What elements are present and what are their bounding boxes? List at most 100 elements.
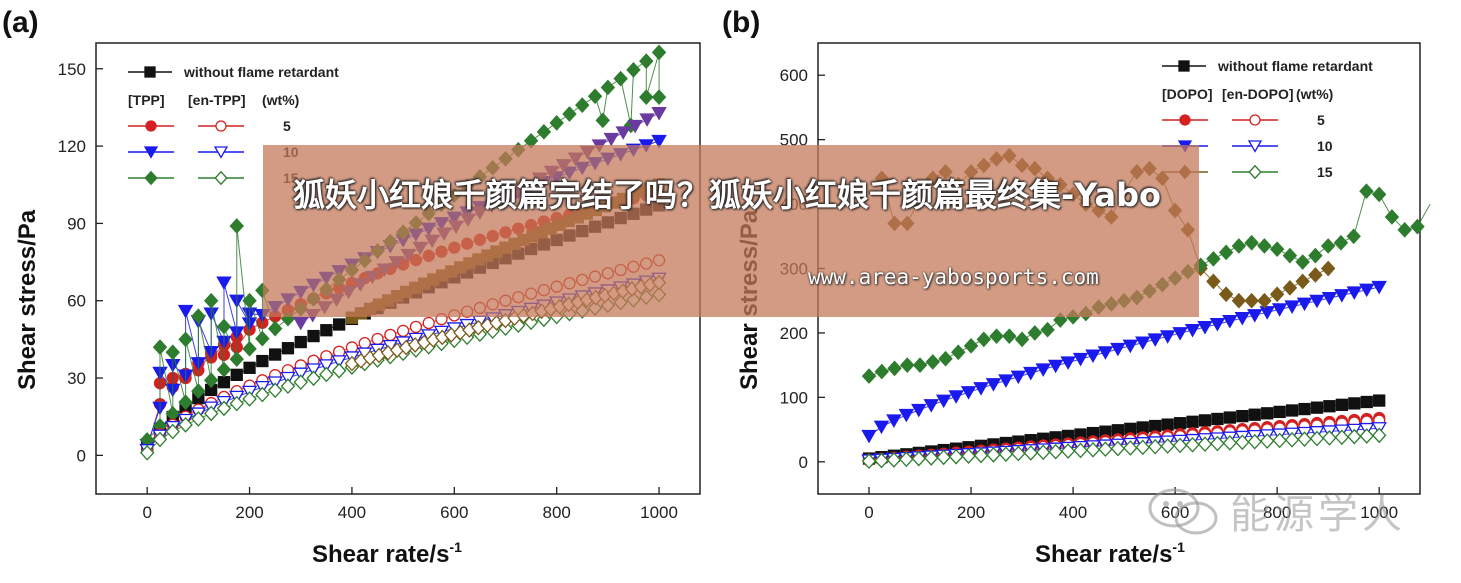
data-point [331, 362, 347, 379]
data-point [203, 292, 219, 309]
data-point [1186, 415, 1199, 428]
data-point [165, 423, 180, 440]
data-point [549, 115, 564, 131]
x-axis-title-b-text: Shear rate/s [1035, 541, 1172, 568]
data-point [1085, 349, 1101, 364]
y-tick-label: 100 [780, 388, 808, 407]
data-point [1235, 434, 1250, 451]
data-point [1222, 314, 1238, 329]
data-point [216, 400, 232, 417]
legend-marker [1249, 114, 1261, 126]
data-point [1397, 222, 1412, 238]
data-point [1371, 280, 1387, 295]
x-axis-title-b-sup: -1 [1172, 539, 1185, 555]
data-point [651, 44, 667, 61]
data-point [1296, 297, 1313, 312]
data-point [639, 113, 655, 127]
legend-header: [en-DOPO] [1222, 86, 1294, 102]
data-point [861, 429, 877, 444]
data-point [1231, 238, 1247, 254]
data-point [1320, 260, 1336, 277]
legend-label: 10 [1317, 138, 1333, 154]
data-point [626, 62, 641, 78]
data-point [911, 403, 927, 418]
data-point [203, 372, 219, 389]
data-point [627, 119, 643, 134]
data-point [1040, 321, 1055, 338]
y-tick-label: 60 [67, 292, 86, 311]
data-point [178, 394, 193, 411]
x-axis-title-a-sup: -1 [449, 539, 462, 555]
y-tick-label: 0 [77, 446, 86, 465]
data-point [331, 355, 347, 369]
data-point [1097, 346, 1114, 360]
data-point [1035, 363, 1051, 377]
data-point [1359, 428, 1374, 444]
data-point [1172, 327, 1188, 341]
legend-header: (wt%) [1296, 86, 1333, 102]
data-point [603, 132, 619, 147]
x-tick-label: 400 [338, 503, 366, 522]
data-point [177, 304, 194, 319]
y-tick-label: 500 [780, 131, 808, 150]
data-point [293, 367, 309, 382]
data-point [230, 368, 243, 381]
data-point [1298, 402, 1311, 416]
legend-label: without flame retardant [1217, 58, 1373, 74]
data-point [1257, 238, 1272, 254]
legend-marker [215, 120, 227, 132]
y-tick-label: 30 [67, 369, 86, 388]
x-axis-title-b: Shear rate/s-1 [1035, 539, 1185, 568]
legend-label: without flame retardant [183, 64, 339, 80]
data-point [1295, 273, 1310, 290]
data-point [1010, 370, 1027, 385]
legend-marker [213, 146, 229, 159]
data-point [1047, 359, 1064, 374]
legend-header: [TPP] [128, 92, 165, 108]
legend-header: [en-TPP] [188, 92, 246, 108]
data-point [1308, 267, 1323, 283]
data-point [1159, 330, 1176, 344]
data-point [615, 126, 631, 140]
x-tick-label: 1000 [640, 503, 678, 522]
data-point [1148, 438, 1163, 455]
data-point [1259, 433, 1275, 449]
data-point [1236, 409, 1249, 423]
y-tick-label: 150 [58, 60, 86, 79]
data-point [152, 339, 168, 355]
data-point [1284, 431, 1300, 448]
data-point [1359, 283, 1375, 298]
data-point [229, 395, 244, 412]
legend-marker [1248, 164, 1262, 180]
data-point [1060, 356, 1076, 370]
data-point [1209, 317, 1226, 332]
series-dopo-10 [861, 280, 1387, 444]
data-point [191, 411, 206, 427]
data-point [305, 363, 322, 377]
x-tick-label: 1000 [1360, 503, 1398, 522]
data-point [1384, 209, 1400, 225]
panel-label-b: (b) [722, 6, 760, 39]
data-point [1359, 183, 1374, 200]
data-point [874, 452, 889, 469]
data-point [1210, 435, 1225, 452]
data-point [1360, 395, 1373, 409]
data-point [1310, 401, 1324, 414]
watermark: 能源学人 [1140, 478, 1430, 538]
data-point [1222, 435, 1238, 451]
legend-b: without flame retardant[DOPO] [en-DOPO] (w… [1162, 58, 1373, 180]
data-point [384, 328, 397, 342]
data-point [1110, 342, 1126, 357]
y-axis-title-a: Shear stress/Pa [14, 209, 41, 390]
data-point [255, 330, 270, 347]
data-point [1184, 324, 1201, 338]
data-point [269, 348, 282, 361]
data-point [887, 360, 902, 377]
data-point [256, 354, 269, 368]
data-point [639, 53, 654, 69]
data-point [900, 357, 915, 373]
data-point [1309, 430, 1325, 447]
y-tick-label: 120 [58, 137, 86, 156]
data-point [989, 328, 1004, 344]
data-point [165, 344, 180, 361]
